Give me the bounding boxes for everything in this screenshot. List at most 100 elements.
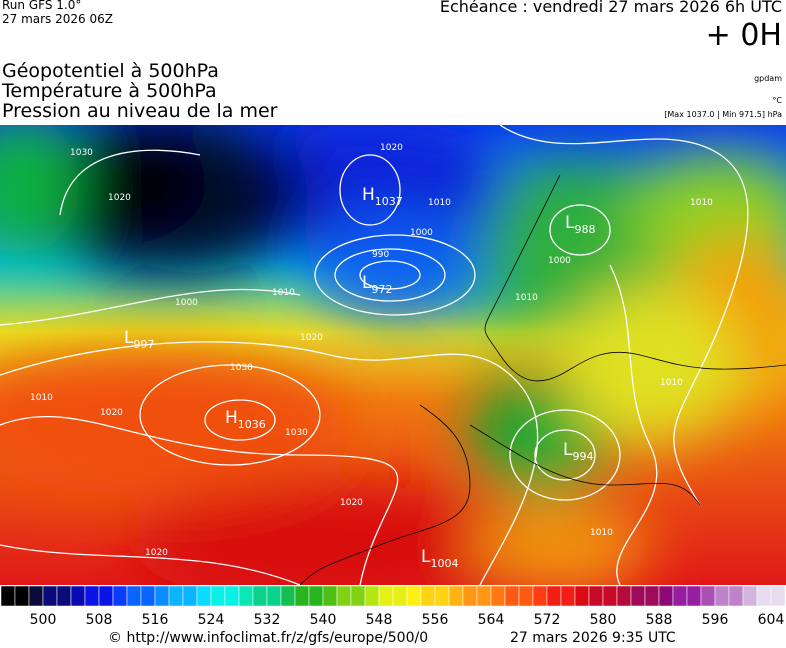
scale-label: 580: [590, 612, 617, 628]
color-swatch: [406, 585, 422, 607]
color-swatch: [644, 585, 660, 607]
color-swatch: [700, 585, 716, 607]
color-swatch: [532, 585, 548, 607]
pressure-center: L994: [563, 440, 593, 463]
color-swatch: [546, 585, 562, 607]
isobar-label: 1000: [410, 228, 433, 238]
pressure-center: H1036: [225, 408, 266, 431]
pressure-center: L1004: [421, 547, 458, 570]
color-swatch: [490, 585, 506, 607]
color-swatch: [518, 585, 534, 607]
color-swatch: [42, 585, 58, 607]
color-swatch: [14, 585, 30, 607]
isobar-label: 1010: [690, 198, 713, 208]
color-swatch: [308, 585, 324, 607]
offset: + 0H: [705, 18, 782, 53]
color-swatch: [196, 585, 212, 607]
scale-label: 548: [366, 612, 393, 628]
isobar-label: 1010: [30, 393, 53, 403]
generated: 27 mars 2026 9:35 UTC: [510, 630, 676, 646]
color-swatch: [462, 585, 478, 607]
scale-label: 500: [30, 612, 57, 628]
color-swatch: [574, 585, 590, 607]
scale-label: 572: [534, 612, 561, 628]
color-swatch: [756, 585, 772, 607]
color-swatch: [322, 585, 338, 607]
title: Géopotentiel à 500hPa: [2, 60, 219, 82]
color-swatch: [602, 585, 618, 607]
color-swatch: [0, 585, 16, 607]
color-swatch: [672, 585, 688, 607]
scale-label: 588: [646, 612, 673, 628]
color-swatch: [266, 585, 282, 607]
pressure-center: L997: [124, 328, 154, 351]
isobar-label: 1030: [230, 363, 253, 373]
color-swatch: [448, 585, 464, 607]
isobar-label: 1020: [145, 548, 168, 558]
color-swatch: [630, 585, 646, 607]
color-swatch: [70, 585, 86, 607]
color-swatch: [238, 585, 254, 607]
title: Pression au niveau de la mer: [2, 100, 278, 122]
scale-label: 596: [702, 612, 729, 628]
scale-label: 564: [478, 612, 505, 628]
isobar-label: 1020: [108, 193, 131, 203]
color-swatch: [336, 585, 352, 607]
color-swatch: [252, 585, 268, 607]
color-swatch: [476, 585, 492, 607]
scale-label: 604: [758, 612, 785, 628]
isobar-label: 1020: [340, 498, 363, 508]
color-swatch: [168, 585, 184, 607]
isobar-label: 1030: [70, 148, 93, 158]
scale-label: 524: [198, 612, 225, 628]
color-swatch: [504, 585, 520, 607]
scale-label: 540: [310, 612, 337, 628]
color-swatch: [434, 585, 450, 607]
color-swatch: [728, 585, 744, 607]
map: H1037 L972 L988 L997 H1036 L994 L1004 1030 1020 1…: [0, 125, 786, 585]
unit: [Max 1037.0 | Min 971.5] hPa: [664, 110, 782, 119]
isobar-label: 1010: [590, 528, 613, 538]
scale-label: 508: [86, 612, 113, 628]
color-swatch: [392, 585, 408, 607]
run-date: 27 mars 2026 06Z: [2, 12, 113, 26]
color-swatch: [140, 585, 156, 607]
isobar-label: 1010: [272, 288, 295, 298]
isobar-label: 1010: [428, 198, 451, 208]
color-swatch: [154, 585, 170, 607]
color-swatch: [224, 585, 240, 607]
color-swatch: [420, 585, 436, 607]
color-swatch: [770, 585, 786, 607]
color-swatch: [84, 585, 100, 607]
color-swatch: [182, 585, 198, 607]
isobar-label: 1000: [175, 298, 198, 308]
color-swatch: [126, 585, 142, 607]
color-swatch: [714, 585, 730, 607]
scale-label: 556: [422, 612, 449, 628]
color-swatch: [28, 585, 44, 607]
title: Température à 500hPa: [2, 80, 217, 102]
color-swatch: [378, 585, 394, 607]
color-swatch: [364, 585, 380, 607]
color-swatch: [588, 585, 604, 607]
color-swatch: [294, 585, 310, 607]
unit: °C: [772, 96, 782, 105]
color-swatch: [560, 585, 576, 607]
color-swatch: [280, 585, 296, 607]
pressure-center: L988: [565, 213, 595, 236]
color-swatch: [350, 585, 366, 607]
color-swatch: [658, 585, 674, 607]
color-swatch: [616, 585, 632, 607]
isobar-label: 1010: [515, 293, 538, 303]
unit: gpdam: [754, 74, 782, 83]
scale-label: 516: [142, 612, 169, 628]
color-scale: 500 508 516 524 532 540 548 556 564 572 580 588 596 6…: [0, 585, 786, 628]
color-swatch: [112, 585, 128, 607]
color-swatch: [98, 585, 114, 607]
isobar-label: 1020: [300, 333, 323, 343]
isobar-label: 1000: [548, 256, 571, 266]
scale-label: 532: [254, 612, 281, 628]
pressure-center: L972: [362, 273, 392, 296]
color-swatch: [686, 585, 702, 607]
